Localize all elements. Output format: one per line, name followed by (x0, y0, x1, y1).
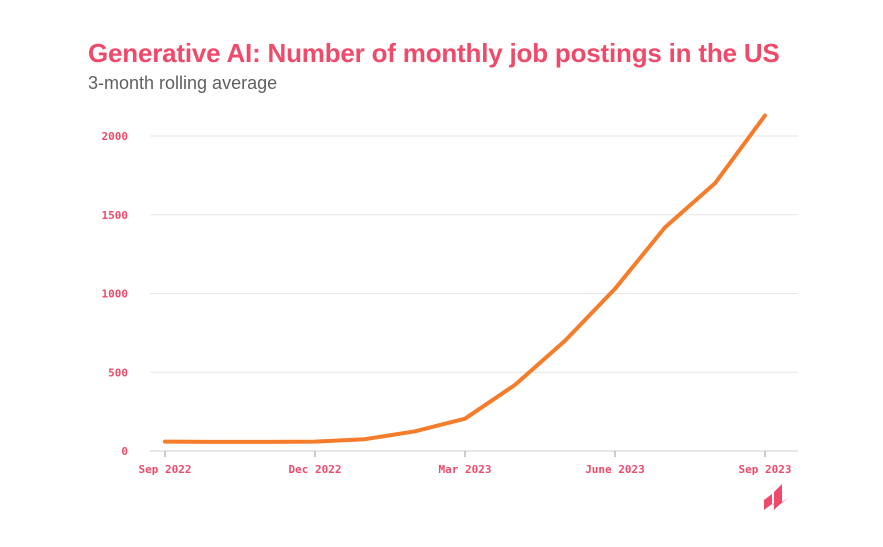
x-axis-ticks: Sep 2022 Dec 2022 Mar 2023 June 2023 Sep 202… (139, 451, 792, 476)
y-tick-label: 500 (108, 366, 128, 379)
x-tick-label: Sep 2023 (739, 463, 792, 476)
chart-title: Generative AI: Number of monthly job pos… (88, 38, 780, 68)
y-tick-label: 0 (121, 445, 128, 458)
x-tick-label: Mar 2023 (439, 463, 492, 476)
y-axis-ticks: 0 500 1000 1500 2000 (102, 130, 129, 458)
chart-subtitle: 3-month rolling average (88, 73, 278, 93)
x-tick-label: June 2023 (585, 463, 645, 476)
y-tick-label: 1000 (102, 288, 129, 301)
x-tick-label: Dec 2022 (289, 463, 342, 476)
series-line (163, 113, 767, 444)
y-tick-label: 2000 (102, 130, 129, 143)
gridlines (150, 135, 798, 452)
series-lines (163, 113, 767, 444)
brand-logo-icon (764, 484, 788, 510)
y-tick-label: 1500 (102, 209, 129, 222)
x-tick-label: Sep 2022 (139, 463, 192, 476)
